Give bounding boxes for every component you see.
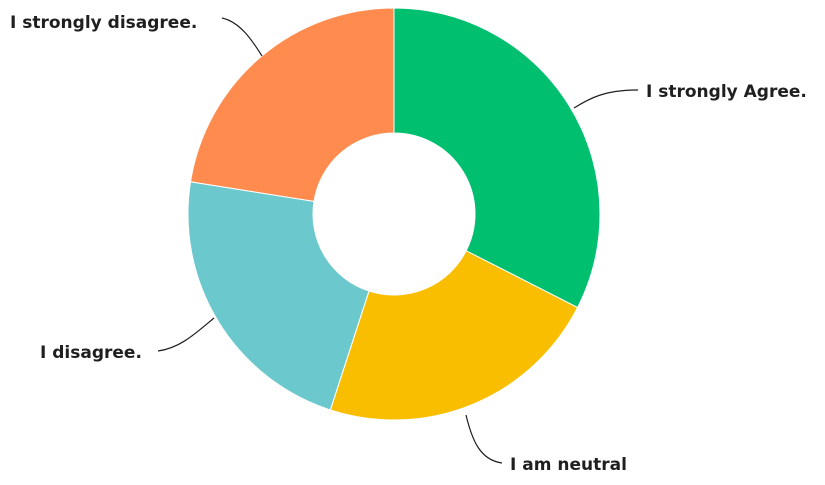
slice-label-disagree: I disagree. xyxy=(40,343,142,363)
slice-3[interactable] xyxy=(187,181,370,411)
slice-4[interactable] xyxy=(189,7,395,202)
leader-line-3 xyxy=(157,317,215,352)
slice-label-strongly-disagree: I strongly disagree. xyxy=(10,13,197,33)
slice-label-neutral: I am neutral xyxy=(510,455,627,475)
leader-line-2 xyxy=(465,414,503,464)
leader-line-4 xyxy=(221,17,263,57)
slice-1[interactable] xyxy=(393,7,601,309)
leader-line-1 xyxy=(573,89,639,109)
slice-2[interactable] xyxy=(329,250,579,421)
slice-label-strongly-agree: I strongly Agree. xyxy=(646,82,807,102)
